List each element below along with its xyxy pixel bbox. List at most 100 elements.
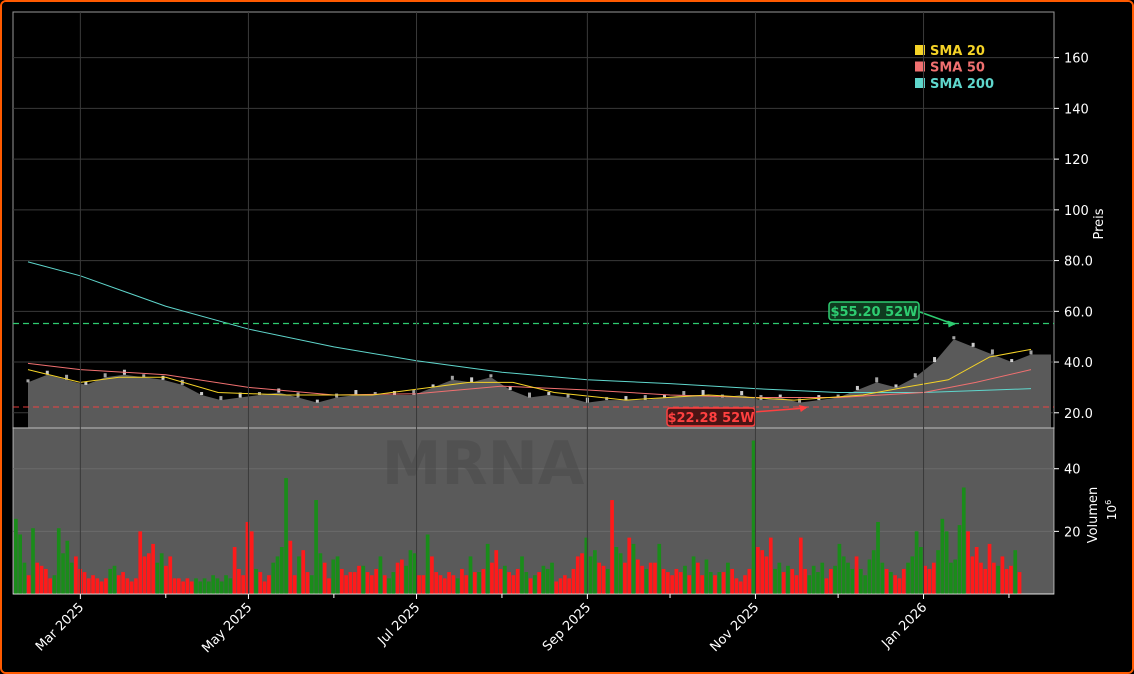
- volume-bar: [678, 572, 683, 594]
- volume-bar: [734, 578, 739, 594]
- volume-bar: [228, 578, 233, 594]
- price-candle: [65, 374, 69, 380]
- volume-bar: [575, 556, 580, 594]
- volume-bar: [880, 562, 885, 594]
- price-panel: 20.0 40.0 60.0 80.0 100 120 140 160 $55.20 52W $2…: [12, 11, 1093, 429]
- price-tick-label: 120: [1064, 153, 1089, 168]
- volume-bar: [618, 553, 623, 594]
- volume-bar: [631, 543, 636, 594]
- volume-bar: [198, 581, 203, 594]
- volume-bar: [159, 553, 164, 594]
- volume-bar: [39, 565, 44, 594]
- volume-bar: [665, 572, 670, 594]
- volume-bar: [121, 572, 125, 594]
- volume-bar: [593, 550, 597, 594]
- volume-bar: [181, 581, 185, 594]
- volume-bar: [249, 531, 254, 594]
- volume-bar: [515, 568, 520, 594]
- sma200-line: [27, 261, 1032, 393]
- volume-bar: [48, 578, 53, 594]
- price-candle: [547, 392, 551, 396]
- legend-label: SMA 20: [930, 44, 985, 59]
- volume-bar: [335, 556, 340, 594]
- price-candle: [1029, 350, 1033, 355]
- price-candle: [952, 336, 956, 340]
- volume-bar: [511, 575, 516, 594]
- price-candle: [740, 391, 744, 396]
- volume-bar: [597, 562, 602, 594]
- price-candle: [45, 370, 49, 375]
- volume-bar: [786, 565, 790, 594]
- price-candle: [142, 374, 146, 378]
- price-candle: [373, 392, 377, 396]
- price-candle: [335, 393, 339, 398]
- legend-swatch: [915, 45, 925, 55]
- volume-bar: [1000, 556, 1005, 594]
- volume-bar: [305, 572, 310, 594]
- volume-bar: [893, 575, 898, 594]
- volume-bar: [738, 581, 743, 594]
- legend-swatch: [915, 78, 925, 88]
- volume-bar: [524, 572, 529, 594]
- price-candle: [778, 394, 782, 398]
- volume-bar: [537, 572, 541, 594]
- volume-bar: [816, 572, 820, 594]
- volume-bar: [944, 531, 949, 594]
- volume-bar: [82, 572, 87, 594]
- price-candle: [489, 374, 493, 378]
- volume-bar: [648, 562, 653, 594]
- volume-bar: [824, 578, 829, 594]
- volume-bar: [640, 565, 644, 594]
- volume-bar: [567, 578, 572, 594]
- high_52w-callout: $55.20 52W: [828, 301, 920, 321]
- volume-bar: [828, 568, 833, 594]
- volume-bar: [408, 550, 413, 594]
- volume-bar: [1004, 568, 1009, 594]
- low_52w-label: $22.28 52W: [667, 411, 754, 426]
- price-candle: [663, 394, 667, 398]
- volume-bar: [949, 562, 953, 594]
- volume-bar: [897, 578, 902, 594]
- price-candle: [200, 392, 204, 396]
- volume-bar: [168, 556, 173, 594]
- volume-bar: [927, 568, 932, 594]
- volume-bar: [460, 568, 464, 594]
- volume-bar: [507, 572, 511, 594]
- volume-bar: [919, 547, 923, 594]
- ticker-watermark: MRNA: [382, 429, 585, 499]
- price-candle: [528, 392, 531, 398]
- price-area: [28, 339, 1051, 428]
- volume-bar: [614, 547, 619, 594]
- volume-bar: [846, 562, 850, 594]
- volume-bar: [961, 487, 966, 594]
- sma50-line: [27, 362, 1032, 399]
- volume-bar: [1017, 572, 1022, 594]
- volume-bar: [726, 562, 730, 594]
- volume-bar: [232, 547, 237, 594]
- volume-bar: [588, 556, 593, 594]
- volume-bar: [86, 578, 91, 594]
- volume-bar: [14, 518, 18, 594]
- volume-bar: [571, 568, 576, 594]
- price-candle: [894, 384, 898, 388]
- volume-bar: [142, 556, 147, 594]
- price-candle: [624, 396, 628, 401]
- volume-bar: [936, 550, 940, 594]
- volume-bar: [863, 575, 867, 594]
- volume-bar: [987, 543, 992, 594]
- volume-bar: [974, 547, 979, 594]
- volume-multiplier-base: 10: [1105, 505, 1119, 520]
- volume-bar: [584, 537, 589, 594]
- volume-bar: [490, 562, 494, 594]
- volume-bar: [279, 547, 284, 594]
- volume-bar: [481, 568, 486, 594]
- volume-bar: [254, 568, 258, 594]
- volume-bar: [764, 556, 769, 594]
- volume-bar: [751, 440, 756, 594]
- volume-bar: [923, 565, 928, 594]
- volume-bar: [202, 578, 207, 594]
- volume-bar: [708, 572, 713, 594]
- volume-bar: [876, 521, 880, 594]
